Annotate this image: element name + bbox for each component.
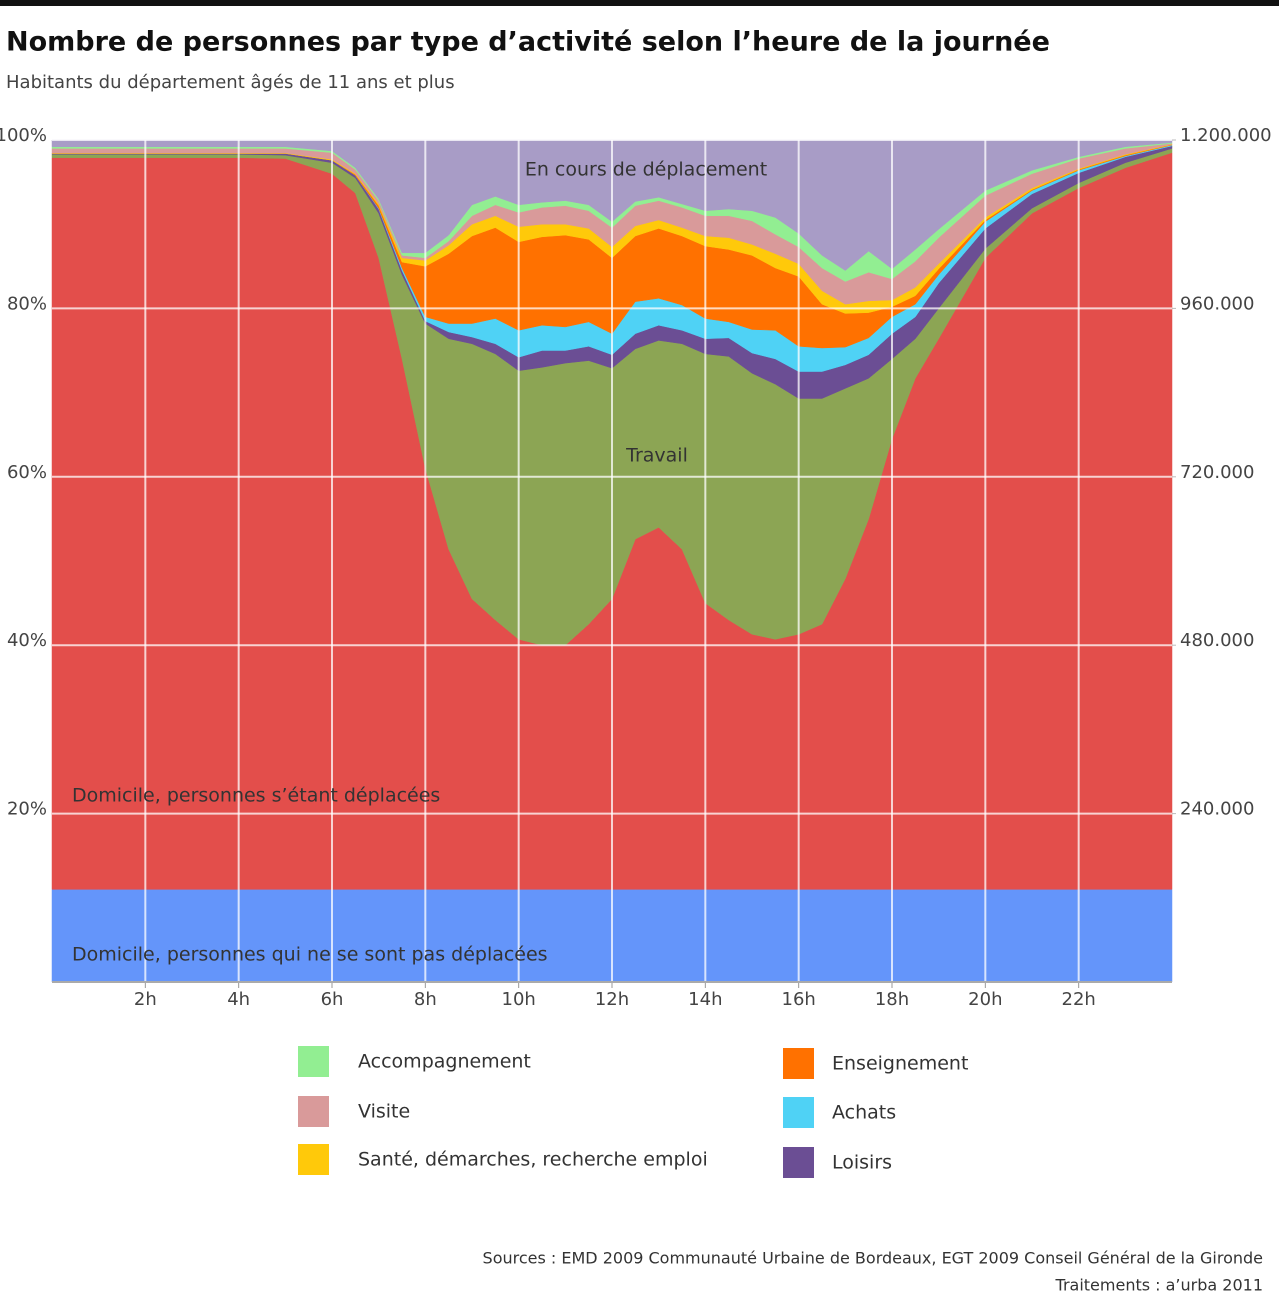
- chart-title: Nombre de personnes par type d’activité …: [6, 27, 1050, 58]
- y-tick-label: 20%: [7, 799, 47, 820]
- legend-swatch: [783, 1147, 814, 1178]
- legend-label: Santé, démarches, recherche emploi: [358, 1149, 708, 1171]
- legend-swatch: [298, 1144, 329, 1175]
- x-tick-label: 10h: [502, 989, 536, 1010]
- x-tick-label: 4h: [227, 989, 250, 1010]
- legend-label: Achats: [832, 1102, 896, 1124]
- area-label: Domicile, personnes qui ne se sont pas d…: [72, 944, 548, 966]
- legend-swatch: [298, 1096, 329, 1127]
- credit: Traitements : a’urba 2011: [1055, 1276, 1263, 1295]
- y2-tick-label: 960.000: [1180, 293, 1254, 314]
- x-tick-label: 12h: [595, 989, 629, 1010]
- y-tick-label: 100%: [0, 125, 47, 146]
- legend-swatch: [298, 1046, 329, 1077]
- x-tick-label: 18h: [875, 989, 909, 1010]
- x-tick-label: 16h: [782, 989, 816, 1010]
- x-tick-label: 2h: [134, 989, 157, 1010]
- y2-tick-label: 480.000: [1180, 630, 1254, 651]
- x-tick-label: 20h: [968, 989, 1002, 1010]
- legend-label: Accompagnement: [358, 1051, 531, 1073]
- x-tick-label: 6h: [321, 989, 344, 1010]
- area-label: Domicile, personnes s’étant déplacées: [72, 785, 440, 807]
- y-tick-label: 40%: [7, 630, 47, 651]
- x-tick-label: 22h: [1062, 989, 1096, 1010]
- area-label: Travail: [625, 445, 688, 467]
- legend-label: Enseignement: [832, 1053, 968, 1075]
- x-tick-label: 8h: [414, 989, 437, 1010]
- area-label: En cours de déplacement: [525, 159, 767, 181]
- chart-subtitle: Habitants du département âgés de 11 ans …: [6, 72, 455, 93]
- y-tick-label: 80%: [7, 293, 47, 314]
- y-tick-label: 60%: [7, 462, 47, 483]
- top-bar: [0, 0, 1279, 6]
- x-tick-label: 14h: [688, 989, 722, 1010]
- y2-tick-label: 240.000: [1180, 799, 1254, 820]
- legend-label: Visite: [358, 1101, 410, 1123]
- source: Sources : EMD 2009 Communauté Urbaine de…: [483, 1249, 1263, 1268]
- y2-tick-label: 1.200.000: [1180, 125, 1272, 146]
- legend-swatch: [783, 1048, 814, 1079]
- legend-swatch: [783, 1097, 814, 1128]
- y2-tick-label: 720.000: [1180, 462, 1254, 483]
- legend-label: Loisirs: [832, 1152, 892, 1174]
